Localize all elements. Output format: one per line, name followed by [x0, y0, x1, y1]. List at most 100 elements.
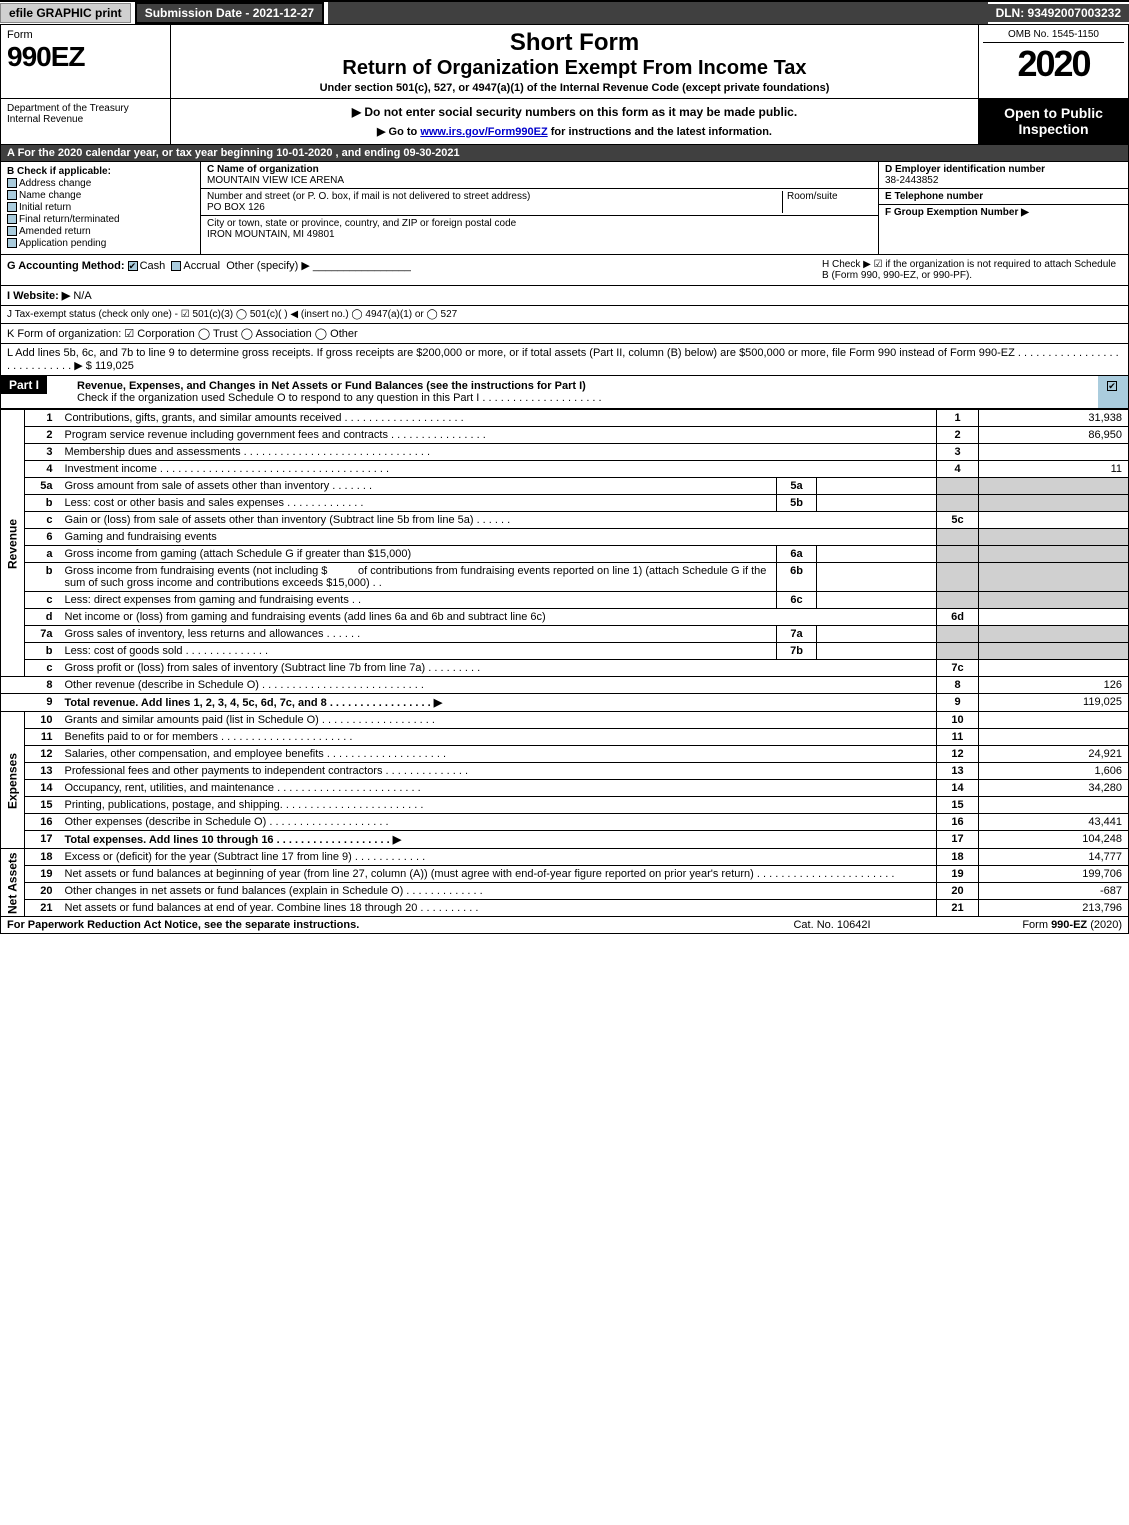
line-20: 20Other changes in net assets or fund ba… — [1, 883, 1129, 900]
line-4: 4Investment income . . . . . . . . . . .… — [1, 461, 1129, 478]
footer-left: For Paperwork Reduction Act Notice, see … — [7, 919, 742, 931]
line-8: 8Other revenue (describe in Schedule O) … — [1, 677, 1129, 694]
room-suite: Room/suite — [782, 191, 872, 213]
ein-label: D Employer identification number — [885, 164, 1045, 175]
section-l-text: L Add lines 5b, 6c, and 7b to line 9 to … — [7, 347, 1119, 372]
line-11: 11Benefits paid to or for members . . . … — [1, 729, 1129, 746]
section-h: H Check ▶ ☑ if the organization is not r… — [822, 259, 1122, 281]
other-specify: Other (specify) ▶ — [226, 260, 310, 272]
group-exemption-label: F Group Exemption Number ▶ — [885, 207, 1029, 218]
line-17: 17Total expenses. Add lines 10 through 1… — [1, 831, 1129, 849]
org-name-value: MOUNTAIN VIEW ICE ARENA — [207, 175, 344, 186]
line-16: 16Other expenses (describe in Schedule O… — [1, 814, 1129, 831]
goto-pre: ▶ Go to — [377, 126, 420, 138]
top-bar: efile GRAPHIC print Submission Date - 20… — [0, 0, 1129, 24]
section-l: L Add lines 5b, 6c, and 7b to line 9 to … — [0, 344, 1129, 376]
ln-1-desc: Contributions, gifts, grants, and simila… — [61, 410, 937, 427]
header-row-2: Department of the Treasury Internal Reve… — [0, 99, 1129, 145]
ln-1-num: 1 — [25, 410, 61, 427]
open-public-block: Open to Public Inspection — [978, 99, 1128, 144]
part-1-title-block: Revenue, Expenses, and Changes in Net As… — [71, 376, 1098, 408]
netassets-side-label: Net Assets — [1, 849, 25, 917]
irs-link[interactable]: www.irs.gov/Form990EZ — [420, 126, 547, 138]
form-number-block: Form 990EZ — [1, 25, 171, 98]
part-1-title: Revenue, Expenses, and Changes in Net As… — [77, 380, 586, 392]
omb-number: OMB No. 1545-1150 — [983, 29, 1124, 43]
section-b-label: B Check if applicable: — [7, 166, 111, 177]
chk-initial-return[interactable]: Initial return — [7, 202, 194, 213]
chk-amended-return[interactable]: Amended return — [7, 226, 194, 237]
line-1: Revenue 1 Contributions, gifts, grants, … — [1, 410, 1129, 427]
chk-application-pending[interactable]: Application pending — [7, 238, 194, 249]
section-i: I Website: ▶ N/A — [0, 286, 1129, 306]
line-18: Net Assets 18Excess or (deficit) for the… — [1, 849, 1129, 866]
telephone-label: E Telephone number — [885, 191, 983, 202]
section-l-amount: 119,025 — [95, 360, 134, 372]
chk-cash[interactable] — [128, 261, 138, 271]
tax-year: 2020 — [983, 43, 1124, 85]
page-footer: For Paperwork Reduction Act Notice, see … — [0, 917, 1129, 934]
accounting-method-label: G Accounting Method: — [7, 260, 125, 272]
section-j: J Tax-exempt status (check only one) - ☑… — [0, 306, 1129, 324]
chk-address-change[interactable]: Address change — [7, 178, 194, 189]
line-2: 2Program service revenue including gover… — [1, 427, 1129, 444]
part-1-header: Part I Revenue, Expenses, and Changes in… — [0, 376, 1129, 409]
section-b: B Check if applicable: Address change Na… — [1, 162, 201, 254]
part-1-checkbox[interactable] — [1098, 376, 1128, 408]
line-7c: cGross profit or (loss) from sales of in… — [1, 660, 1129, 677]
chk-final-return[interactable]: Final return/terminated — [7, 214, 194, 225]
warnings-block: ▶ Do not enter social security numbers o… — [171, 99, 978, 144]
ein-value: 38-2443852 — [885, 175, 938, 186]
form-header: Form 990EZ Short Form Return of Organiza… — [0, 24, 1129, 99]
cash-label: Cash — [140, 260, 166, 272]
website-label: I Website: ▶ — [7, 290, 70, 302]
line-6b: bGross income from fundraising events (n… — [1, 563, 1129, 592]
chk-accrual[interactable] — [171, 261, 181, 271]
accrual-label: Accrual — [183, 260, 220, 272]
goto-line: ▶ Go to www.irs.gov/Form990EZ for instru… — [177, 125, 972, 138]
submission-date-button[interactable]: Submission Date - 2021-12-27 — [135, 2, 324, 24]
street-label: Number and street (or P. O. box, if mail… — [207, 191, 530, 202]
part-1-table: Revenue 1 Contributions, gifts, grants, … — [0, 409, 1129, 917]
topbar-spacer — [328, 2, 987, 24]
footer-right: Form 990-EZ (2020) — [922, 919, 1122, 931]
org-name-label: C Name of organization — [207, 164, 319, 175]
ln-1-amt: 31,938 — [979, 410, 1129, 427]
line-6c: cLess: direct expenses from gaming and f… — [1, 592, 1129, 609]
line-5b: bLess: cost or other basis and sales exp… — [1, 495, 1129, 512]
city-label: City or town, state or province, country… — [207, 218, 516, 229]
line-15: 15Printing, publications, postage, and s… — [1, 797, 1129, 814]
form-title-block: Short Form Return of Organization Exempt… — [171, 25, 978, 98]
telephone-row: E Telephone number — [879, 189, 1128, 205]
city-value: IRON MOUNTAIN, MI 49801 — [207, 229, 335, 240]
line-5a: 5aGross amount from sale of assets other… — [1, 478, 1129, 495]
line-12: 12Salaries, other compensation, and empl… — [1, 746, 1129, 763]
return-title: Return of Organization Exempt From Incom… — [179, 57, 970, 80]
line-7b: bLess: cost of goods sold . . . . . . . … — [1, 643, 1129, 660]
sections-g-h: G Accounting Method: Cash Accrual Other … — [0, 255, 1129, 286]
ein-row: D Employer identification number 38-2443… — [879, 162, 1128, 189]
sections-b-through-f: B Check if applicable: Address change Na… — [0, 162, 1129, 255]
efile-print-button[interactable]: efile GRAPHIC print — [0, 3, 131, 23]
subtitle: Under section 501(c), 527, or 4947(a)(1)… — [179, 82, 970, 94]
chk-name-change[interactable]: Name change — [7, 190, 194, 201]
revenue-side-label: Revenue — [1, 410, 25, 677]
form-number: 990EZ — [7, 41, 164, 73]
section-a-bar: A For the 2020 calendar year, or tax yea… — [0, 145, 1129, 162]
line-6a: aGross income from gaming (attach Schedu… — [1, 546, 1129, 563]
street-value: PO BOX 126 — [207, 202, 265, 213]
dept-line-2: Internal Revenue — [7, 114, 164, 125]
website-value: N/A — [73, 290, 91, 302]
short-form-title: Short Form — [179, 29, 970, 57]
dln-label: DLN: 93492007003232 — [988, 4, 1129, 22]
section-c: C Name of organization MOUNTAIN VIEW ICE… — [201, 162, 878, 254]
group-exemption-row: F Group Exemption Number ▶ — [879, 205, 1128, 220]
line-19: 19Net assets or fund balances at beginni… — [1, 866, 1129, 883]
street-row: Number and street (or P. O. box, if mail… — [201, 189, 878, 216]
line-14: 14Occupancy, rent, utilities, and mainte… — [1, 780, 1129, 797]
line-6: 6Gaming and fundraising events — [1, 529, 1129, 546]
line-21: 21Net assets or fund balances at end of … — [1, 900, 1129, 917]
goto-post: for instructions and the latest informat… — [548, 126, 772, 138]
footer-catalog: Cat. No. 10642I — [742, 919, 922, 931]
line-9: 9Total revenue. Add lines 1, 2, 3, 4, 5c… — [1, 694, 1129, 712]
